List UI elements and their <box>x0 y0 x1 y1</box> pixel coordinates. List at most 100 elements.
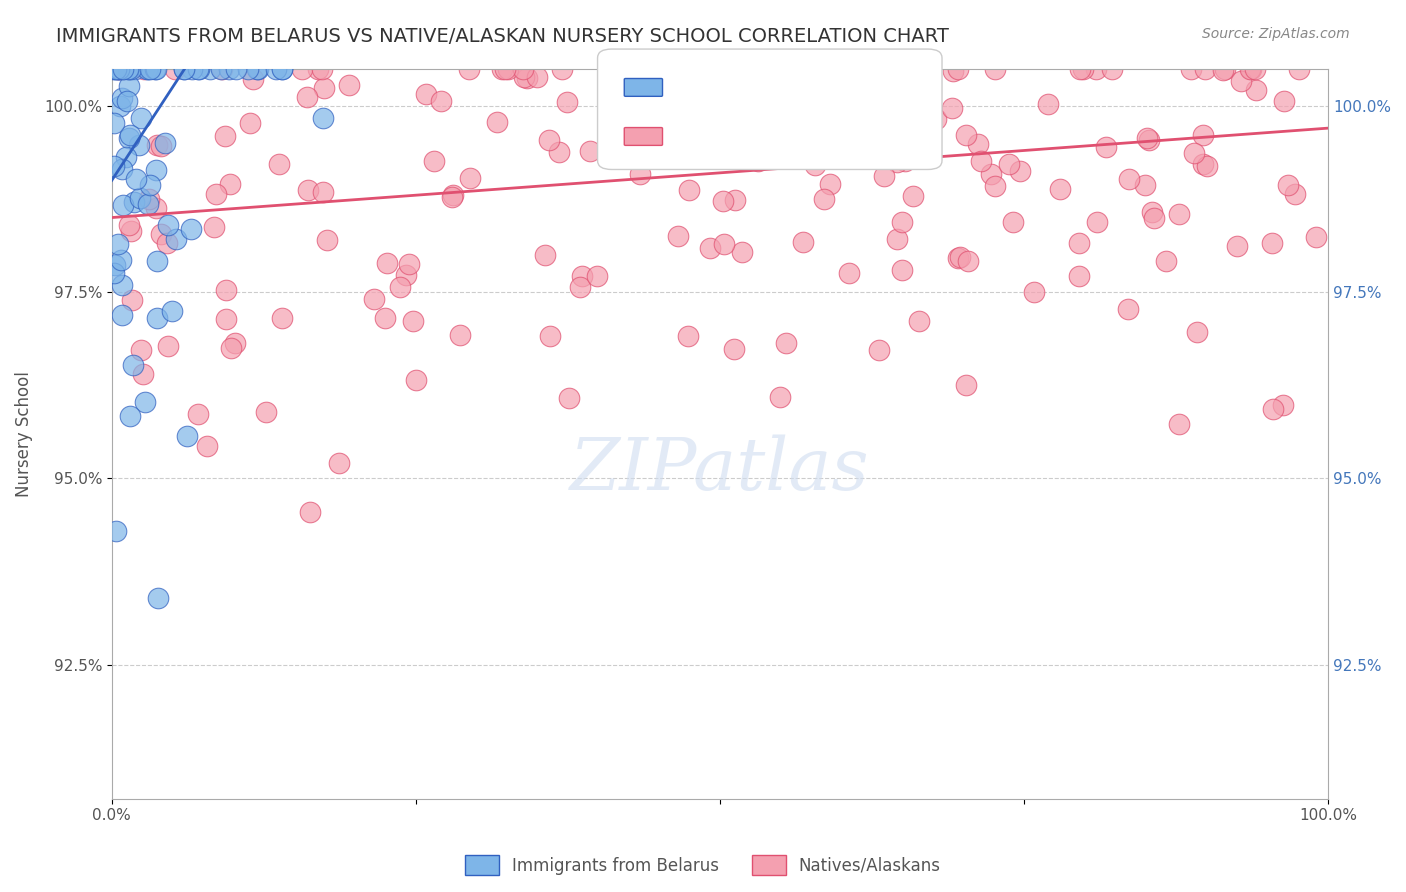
Text: 196: 196 <box>808 128 846 145</box>
Point <box>104 62 127 76</box>
Point <box>271 62 294 76</box>
Point <box>1137 132 1160 146</box>
Point <box>925 112 948 127</box>
Point <box>204 187 226 202</box>
Point <box>731 244 754 259</box>
Point <box>271 310 294 325</box>
Point <box>118 218 141 232</box>
Point <box>430 95 453 109</box>
Point <box>153 136 176 150</box>
Point <box>598 62 620 76</box>
Point <box>621 79 644 94</box>
Point <box>312 81 335 95</box>
Point <box>219 341 242 355</box>
Point <box>634 62 657 76</box>
Point <box>145 310 167 325</box>
Point <box>238 62 260 76</box>
Point <box>1212 62 1234 77</box>
Point <box>700 62 723 76</box>
Point <box>891 263 914 277</box>
Point <box>111 62 134 76</box>
Legend: Immigrants from Belarus, Natives/Alaskans: Immigrants from Belarus, Natives/Alaskan… <box>458 848 948 882</box>
Point <box>813 192 835 206</box>
Point <box>1182 146 1205 161</box>
Point <box>187 408 209 422</box>
Point <box>187 62 209 76</box>
Point <box>849 62 872 76</box>
Point <box>402 314 425 328</box>
Point <box>180 222 202 236</box>
Point <box>105 524 128 538</box>
Point <box>1192 157 1215 171</box>
Point <box>125 172 148 186</box>
Y-axis label: Nursery School: Nursery School <box>15 371 32 497</box>
Point <box>1230 73 1253 87</box>
Point <box>1101 62 1123 76</box>
Point <box>612 124 634 138</box>
Point <box>395 268 418 283</box>
Point <box>862 62 884 76</box>
Point <box>1136 131 1159 145</box>
Point <box>103 266 125 280</box>
Text: ZIPatlas: ZIPatlas <box>571 435 870 506</box>
Point <box>131 343 153 357</box>
Point <box>398 257 420 271</box>
Point <box>800 117 823 131</box>
Point <box>1263 402 1285 417</box>
Point <box>956 254 979 268</box>
Point <box>1305 230 1327 244</box>
Point <box>585 268 607 283</box>
Point <box>146 254 169 268</box>
Point <box>569 280 592 294</box>
Point <box>110 91 132 105</box>
Point <box>111 197 134 211</box>
Point <box>1240 62 1263 76</box>
Point <box>120 62 142 76</box>
Point <box>298 505 321 519</box>
Point <box>1271 398 1294 412</box>
Point <box>557 391 579 405</box>
Point <box>122 194 145 209</box>
Point <box>118 78 141 93</box>
Point <box>882 110 904 124</box>
Point <box>111 278 134 293</box>
Point <box>103 115 125 129</box>
Point <box>111 308 134 322</box>
Point <box>1195 159 1218 173</box>
Point <box>984 179 1007 194</box>
Point <box>111 161 134 176</box>
Point <box>132 62 155 76</box>
Point <box>145 62 167 76</box>
Point <box>173 62 195 76</box>
Point <box>441 190 464 204</box>
Point <box>458 171 481 186</box>
Point <box>676 329 699 343</box>
Point <box>776 145 799 160</box>
Point <box>949 250 972 264</box>
Point <box>121 293 143 307</box>
Point <box>218 62 240 76</box>
Point <box>1180 62 1202 76</box>
Point <box>1085 62 1108 76</box>
Point <box>1049 182 1071 196</box>
Point <box>131 111 153 125</box>
Point <box>1067 235 1090 250</box>
Point <box>858 62 880 76</box>
Point <box>215 283 238 297</box>
Text: N =: N = <box>773 78 810 96</box>
Point <box>136 62 159 76</box>
Point <box>723 342 745 356</box>
Point <box>1192 128 1215 142</box>
Point <box>195 439 218 453</box>
Point <box>1038 97 1060 112</box>
Point <box>1069 62 1091 76</box>
Point <box>900 96 922 111</box>
Point <box>111 62 134 76</box>
Point <box>1194 62 1216 76</box>
Point <box>724 193 747 207</box>
Point <box>225 62 247 76</box>
Point <box>110 252 132 267</box>
Point <box>1067 268 1090 283</box>
Point <box>254 405 277 419</box>
Point <box>1118 172 1140 186</box>
